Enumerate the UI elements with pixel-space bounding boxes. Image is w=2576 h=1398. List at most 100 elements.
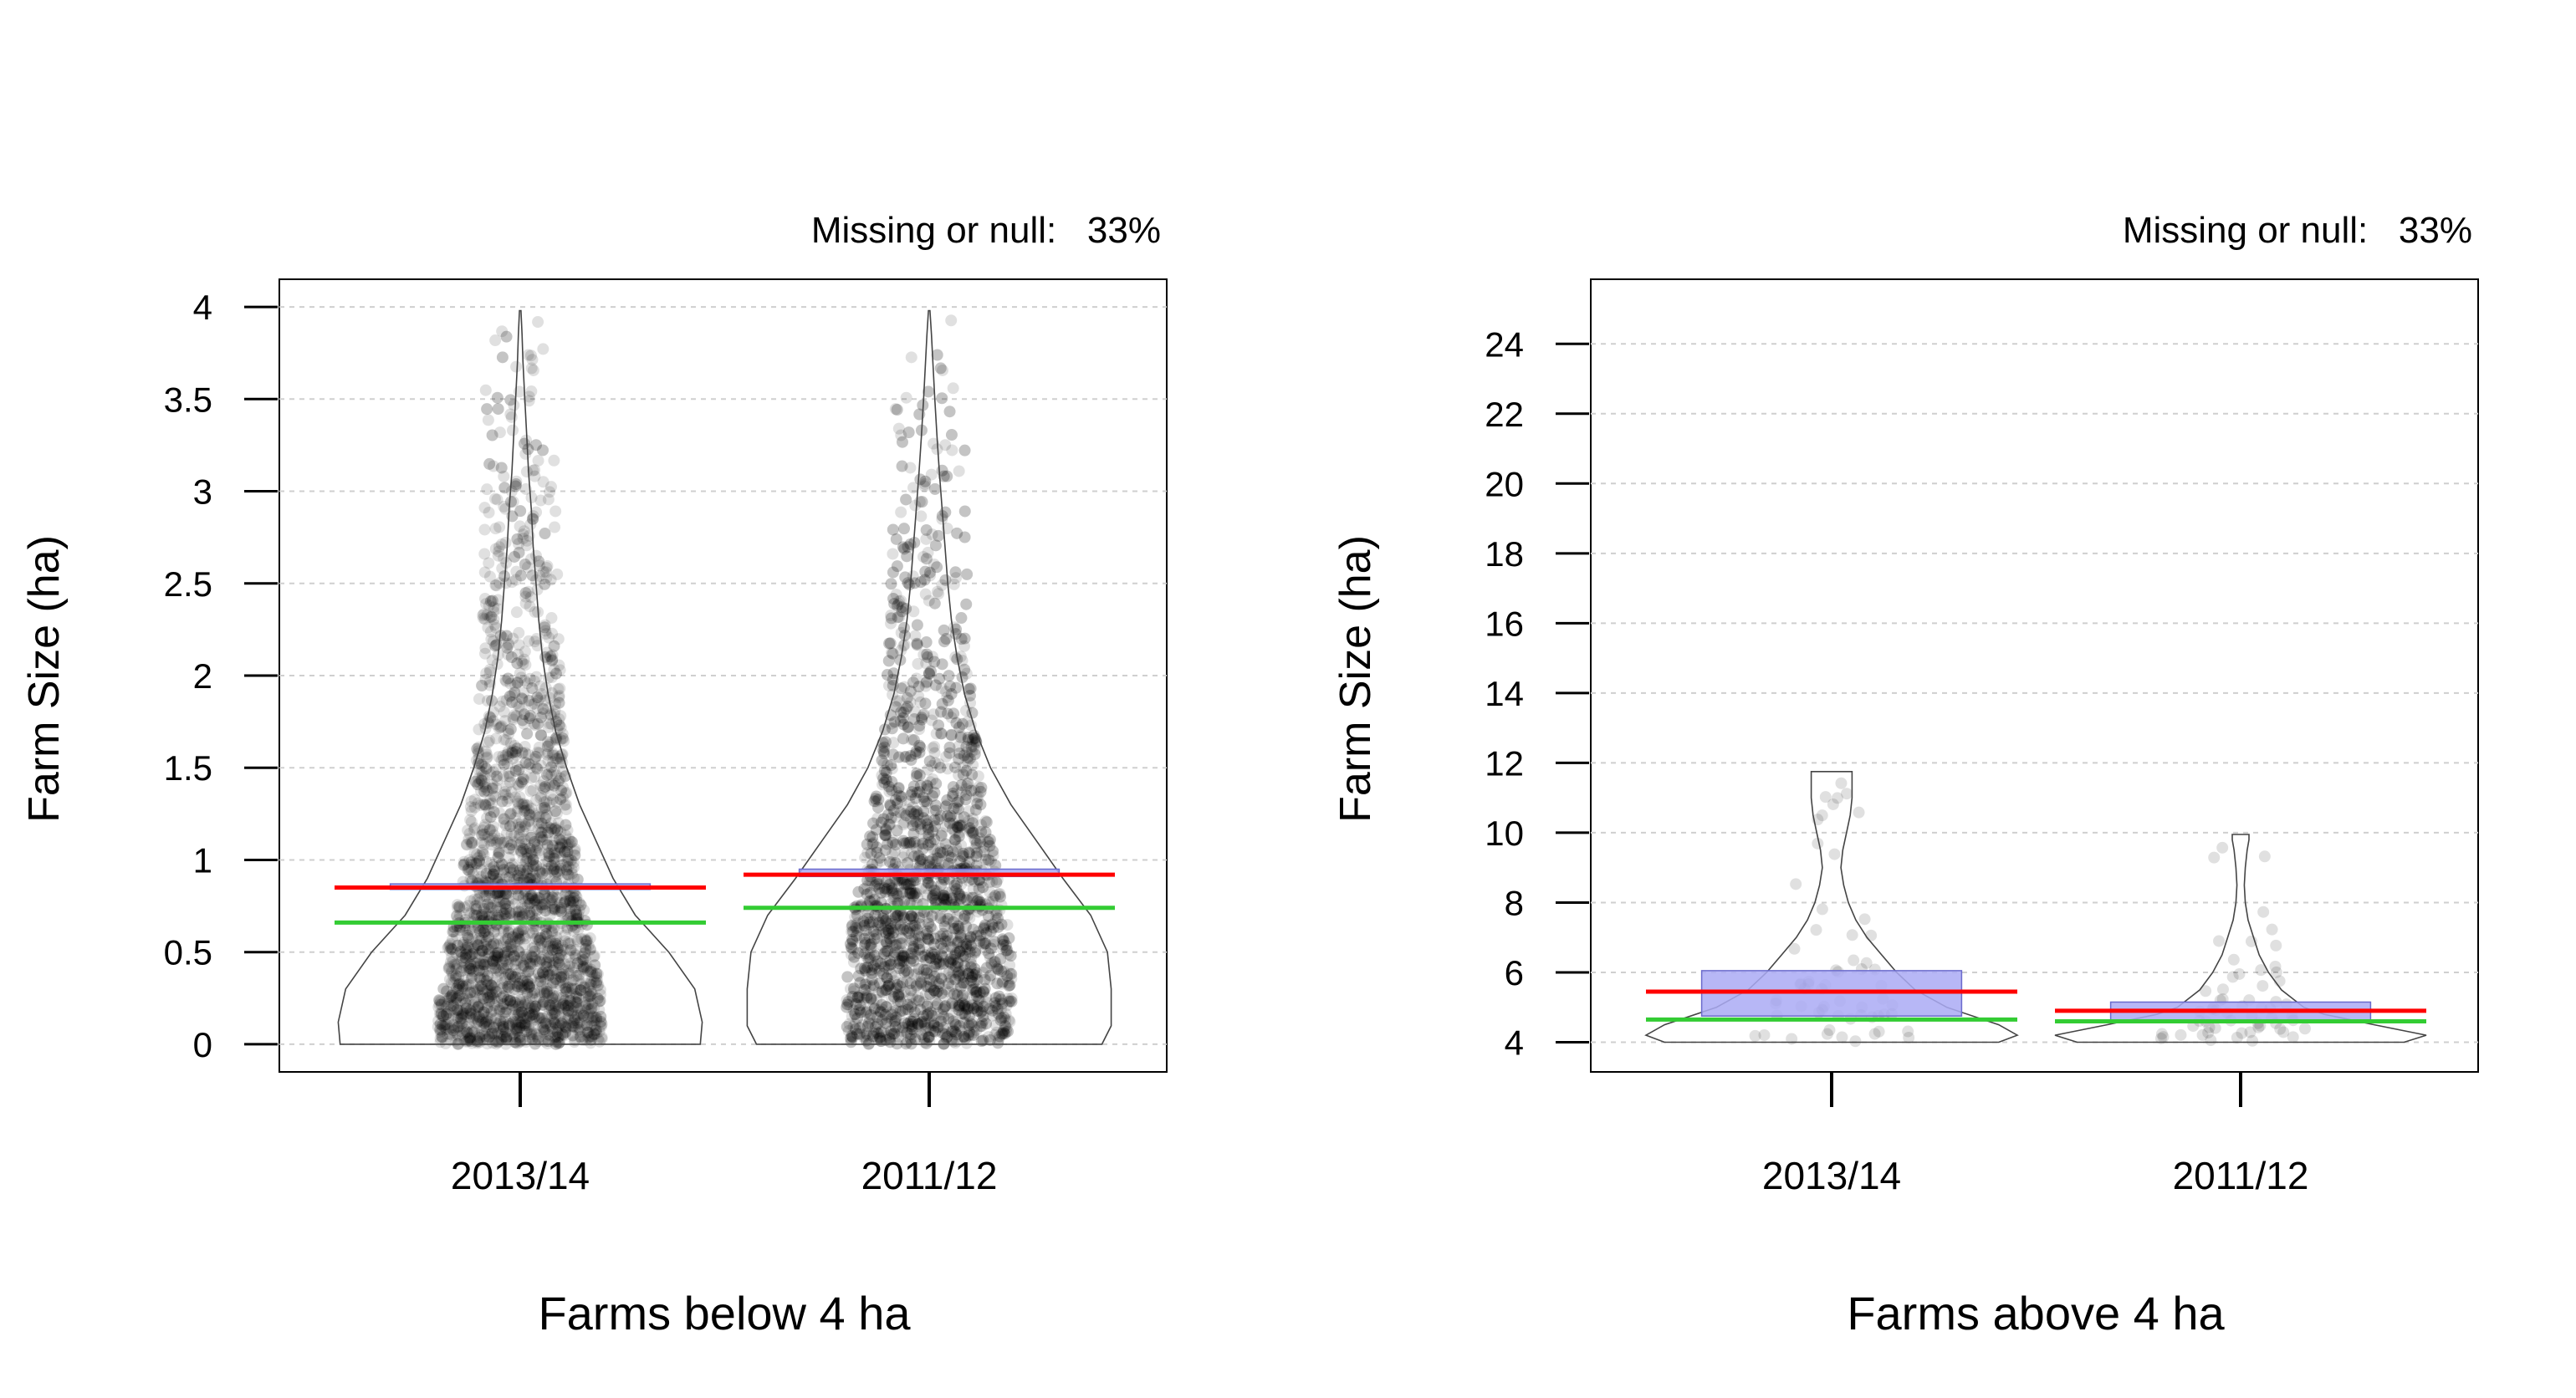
data-point [933,719,945,732]
data-point [518,801,530,814]
data-point [514,1031,526,1043]
data-point [544,817,557,829]
data-point [947,382,959,395]
data-point [464,873,477,885]
data-point [575,899,587,911]
data-point [502,745,514,758]
data-point [481,609,493,621]
data-point [548,640,560,652]
data-point [492,834,504,847]
data-point [527,364,539,376]
data-point [474,850,487,862]
data-point [514,867,526,880]
data-point [549,667,562,680]
data-point [501,994,514,1007]
data-point [439,1038,452,1050]
data-point [548,454,560,467]
data-point [511,533,524,545]
data-point [498,758,510,771]
data-point [580,977,592,990]
data-point [543,768,555,780]
data-point [450,930,463,942]
data-point [549,821,562,834]
data-point [912,658,924,671]
data-point [515,655,528,667]
data-point [450,970,463,982]
data-point [564,896,576,909]
data-point [556,1028,569,1040]
data-point [447,977,460,989]
data-point [478,952,491,964]
data-point [502,887,514,900]
data-point [519,1018,532,1030]
data-point [536,967,549,979]
data-point [502,932,514,945]
data-point [509,973,521,986]
data-point [509,746,522,758]
data-point [480,1014,493,1027]
data-point [521,534,534,547]
data-point [841,1001,853,1013]
data-point [583,981,595,993]
data-point [588,970,601,982]
data-point [453,909,466,921]
data-point [550,753,563,765]
data-point [891,403,903,416]
data-point [504,394,517,406]
data-point [488,958,500,971]
data-point [545,761,558,773]
data-point [575,1014,587,1027]
data-point [521,798,534,811]
data-point [477,945,489,957]
data-point [529,1005,541,1018]
data-point [539,928,552,941]
data-point [447,988,459,1001]
data-point [498,897,510,910]
data-point [557,732,570,745]
data-point [541,929,554,941]
data-point [542,736,555,748]
data-point [479,673,492,686]
data-point [529,1001,542,1013]
data-point [493,846,506,859]
data-point [467,977,479,989]
data-point [478,770,491,783]
data-point [555,772,567,784]
data-point [584,944,596,957]
data-point [512,889,524,901]
data-point [529,844,542,856]
data-point [453,977,466,990]
data-point [580,942,592,955]
data-point [509,1009,521,1022]
data-point [484,793,497,806]
data-point [537,476,549,488]
data-point [573,896,585,909]
data-point [493,426,506,439]
data-point [526,909,539,921]
data-point [489,763,502,776]
data-point [513,763,525,776]
data-point [478,971,490,983]
data-point [546,778,559,791]
data-point [483,734,496,747]
data-point [458,1034,471,1047]
data-point [949,566,962,579]
data-point [468,1026,480,1038]
data-point [560,999,572,1012]
data-point [555,971,568,983]
data-point [480,1021,493,1033]
data-point [536,902,549,915]
data-point [502,672,514,685]
data-point [500,1033,512,1045]
data-point [442,997,454,1010]
data-point [505,786,518,798]
data-point [503,770,516,783]
data-point [495,992,508,1004]
data-point [496,351,509,364]
data-point [460,1008,473,1020]
data-point [540,987,553,1000]
data-point [539,780,551,793]
data-point [540,957,553,969]
data-point [490,905,503,917]
data-point [542,855,555,868]
